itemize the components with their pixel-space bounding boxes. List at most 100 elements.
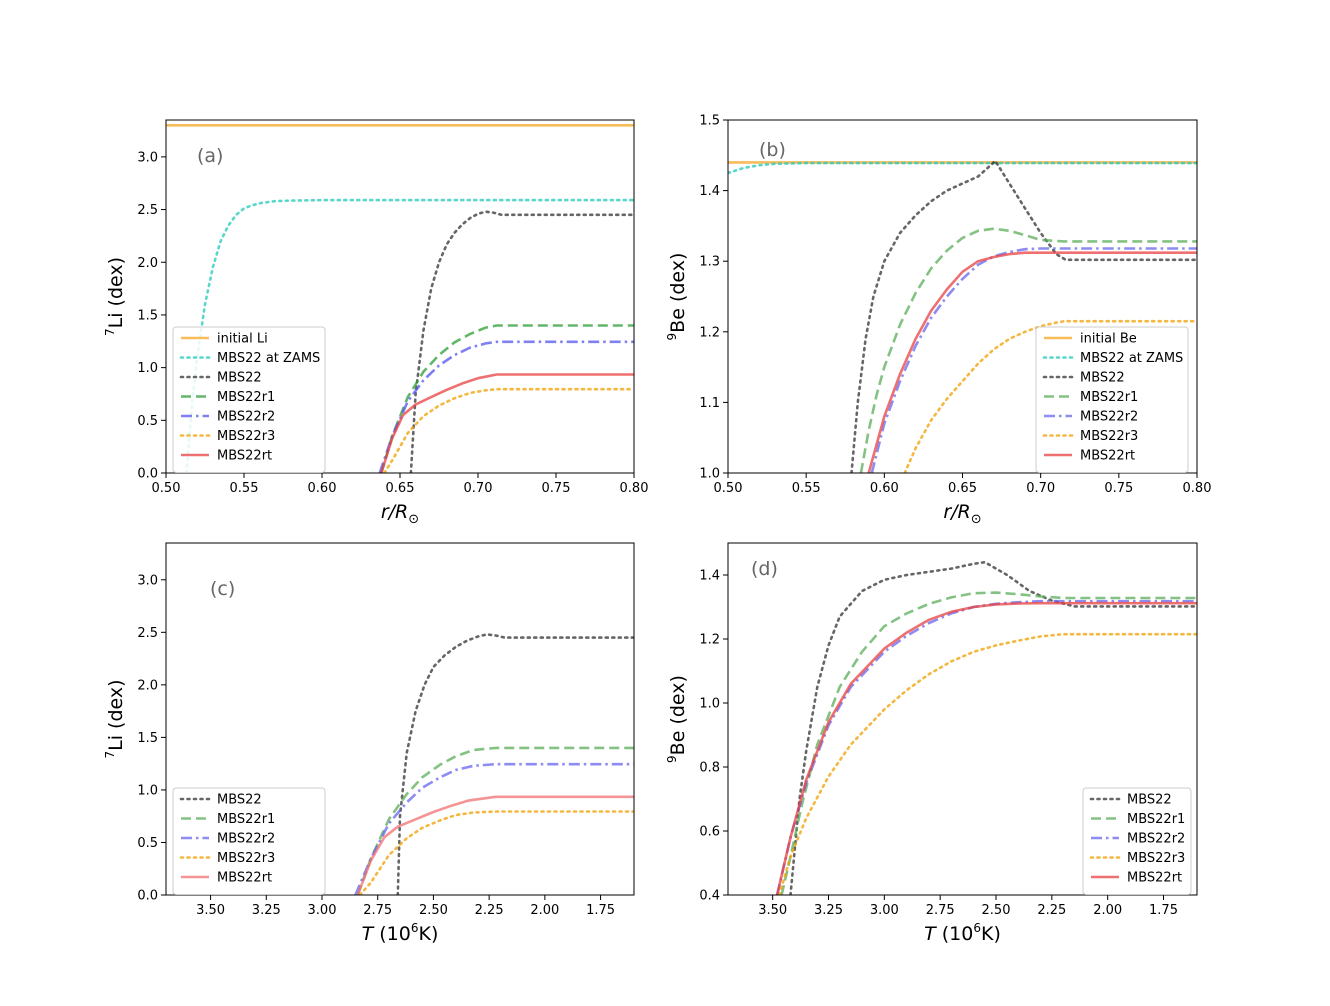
- y-tick-label: 1.4: [699, 184, 720, 199]
- panel-label: (c): [210, 578, 235, 600]
- legend-label: initial Be: [1080, 332, 1137, 347]
- legend-label: MBS22r1: [217, 390, 275, 405]
- x-tick-label: 0.65: [948, 481, 977, 496]
- legend-label: MBS22rt: [1080, 449, 1135, 464]
- panel-d: 3.50 3.25 3.00 2.75 2.50 2.25 2.00 1.75 0.4 0.6 0.…: [665, 542, 1198, 945]
- legend-label: MBS22r2: [1080, 410, 1138, 425]
- y-axis-label-main: Be (dex): [667, 253, 689, 333]
- legend-label: MBS22r1: [217, 812, 275, 827]
- legend: MBS22 MBS22r1 MBS22r2 MBS22r3 MBS22rt: [172, 787, 326, 895]
- legend-label: MBS22r1: [1127, 812, 1185, 827]
- x-axis-label: T (106K): [362, 921, 439, 945]
- x-axis-label-sup: 6: [973, 921, 981, 935]
- x-axis-label-tail: K): [419, 923, 439, 945]
- x-tick-label: 2.75: [926, 903, 955, 918]
- series-line-mbs22r3: [383, 387, 634, 473]
- x-tick-label: 3.00: [308, 903, 337, 918]
- series-line-mbs22r2: [354, 762, 634, 895]
- series-line-mbs22r3: [903, 319, 1197, 473]
- y-axis-label-sup: 9: [665, 333, 679, 341]
- legend-label: MBS22: [1127, 793, 1172, 808]
- y-tick-label: 1.5: [699, 114, 720, 129]
- series-line-mbs22r3: [358, 810, 634, 895]
- panel-a: 0.50 0.55 0.60 0.65 0.70 0.75 0.80 0.0 0.5 1.0 1.5…: [103, 119, 648, 527]
- x-tick-label: 0.60: [870, 481, 899, 496]
- y-tick-label: 1.1: [699, 396, 720, 411]
- x-tick-label: 1.75: [1149, 903, 1178, 918]
- x-tick-label: 0.65: [386, 481, 415, 496]
- y-tick-label: 1.4: [699, 569, 720, 584]
- x-tick-label: 0.70: [464, 481, 493, 496]
- series-line-mbs22: [850, 159, 1197, 473]
- series-group: [354, 633, 634, 895]
- y-tick-label: 3.0: [137, 150, 158, 165]
- legend-label: MBS22: [217, 371, 262, 386]
- x-tick-label: 3.00: [870, 903, 899, 918]
- x-tick-label: 0.55: [230, 481, 259, 496]
- x-tick-label: 2.00: [530, 903, 559, 918]
- legend-label: MBS22r2: [217, 410, 275, 425]
- legend-box: [1035, 326, 1189, 473]
- panel-label: (a): [197, 145, 223, 167]
- legend: MBS22 MBS22r1 MBS22r2 MBS22r3 MBS22rt: [1082, 787, 1192, 895]
- legend-label: MBS22: [1080, 371, 1125, 386]
- x-tick-label: 0.70: [1026, 481, 1055, 496]
- x-tick-label: 3.25: [814, 903, 843, 918]
- legend-label: MBS22r3: [1127, 851, 1185, 866]
- x-tick-label: 3.50: [196, 903, 225, 918]
- legend-label: MBS22rt: [1127, 871, 1182, 886]
- series-line-mbs22r1: [380, 324, 634, 473]
- series-line-mbs22-at-zams: [185, 198, 634, 473]
- x-tick-label: 2.25: [1037, 903, 1066, 918]
- x-tick-label: 2.25: [475, 903, 504, 918]
- axes-frame: [165, 542, 635, 896]
- y-tick-label: 0.0: [137, 889, 158, 904]
- x-tick-label: 0.75: [542, 481, 571, 496]
- series-line-mbs22: [409, 210, 634, 473]
- panel-c: 3.50 3.25 3.00 2.75 2.50 2.25 2.00 1.75 0.0 0.5 1.…: [103, 542, 635, 945]
- legend-label: MBS22 at ZAMS: [1080, 351, 1183, 366]
- x-tick-label: 0.50: [714, 481, 743, 496]
- panel-b: 0.50 0.55 0.60 0.65 0.70 0.75 0.80 1.0 1.1 1.2 1.3…: [665, 114, 1211, 528]
- legend-label: MBS22r3: [217, 851, 275, 866]
- x-axis-label-var: T: [924, 923, 937, 945]
- y-tick-label: 2.5: [137, 626, 158, 641]
- x-axis-label: r/R⊙: [943, 501, 981, 527]
- y-tick-label: 3.0: [137, 573, 158, 588]
- y-tick-label: 1.3: [699, 255, 720, 270]
- y-axis-label-sup: 9: [665, 755, 679, 763]
- series-line-mbs22: [789, 560, 1197, 895]
- x-tick-label: 1.75: [586, 903, 615, 918]
- series-line-mbs22rt: [867, 251, 1197, 473]
- y-tick-label: 1.5: [137, 731, 158, 746]
- y-tick-label: 0.5: [137, 836, 158, 851]
- y-tick-label: 1.0: [137, 783, 158, 798]
- y-tick-label: 0.0: [137, 467, 158, 482]
- y-tick-label: 1.2: [699, 633, 720, 648]
- legend-label: MBS22r1: [1080, 390, 1138, 405]
- y-tick-label: 1.0: [699, 467, 720, 482]
- x-tick-label: 2.00: [1093, 903, 1122, 918]
- x-tick-label: 0.80: [1183, 481, 1212, 496]
- x-axis-label-sub: ⊙: [971, 512, 982, 527]
- legend-box: [1082, 787, 1192, 895]
- x-axis-label-tail: K): [981, 923, 1001, 945]
- legend-label: MBS22rt: [217, 871, 272, 886]
- legend-label: MBS22r3: [217, 429, 275, 444]
- y-axis-label-main: Be (dex): [667, 675, 689, 755]
- panel-label: (b): [759, 139, 786, 161]
- y-axis-label: 7Li (dex): [103, 257, 127, 336]
- legend-box: [172, 787, 326, 895]
- series-group: [166, 124, 634, 473]
- x-tick-label: 0.60: [308, 481, 337, 496]
- y-tick-label: 0.5: [137, 414, 158, 429]
- series-line-mbs22: [396, 633, 634, 895]
- x-tick-label: 2.75: [363, 903, 392, 918]
- y-axis-label: 7Li (dex): [103, 679, 127, 758]
- y-tick-label: 0.6: [699, 825, 720, 840]
- y-axis-label-main: Li (dex): [105, 679, 127, 750]
- series-line-mbs22rt: [380, 373, 634, 473]
- y-tick-label: 1.5: [137, 308, 158, 323]
- y-tick-label: 1.2: [699, 325, 720, 340]
